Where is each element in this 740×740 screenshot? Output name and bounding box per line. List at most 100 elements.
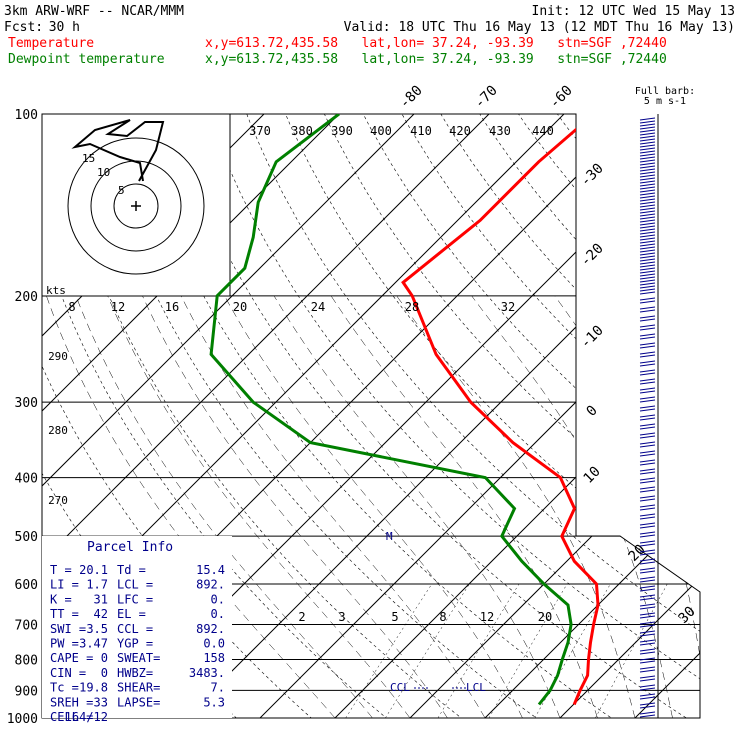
parcel-info-cell: CELL = bbox=[50, 710, 93, 724]
wind-barb bbox=[639, 711, 656, 715]
wind-barb bbox=[639, 267, 656, 271]
wind-barb bbox=[639, 675, 656, 679]
moist-adiabat bbox=[554, 295, 700, 718]
fcst-label: Fcst: bbox=[4, 20, 43, 35]
wind-barb bbox=[639, 147, 656, 151]
wind-barb bbox=[639, 132, 656, 136]
wind-barb bbox=[639, 264, 656, 268]
parcel-info-cell: CIN = bbox=[50, 666, 86, 680]
wind-barb bbox=[639, 192, 656, 196]
wind-barb bbox=[639, 141, 656, 145]
isotherm-label-40: 40 bbox=[704, 0, 721, 4]
wind-barb bbox=[639, 186, 656, 190]
wind-barb bbox=[639, 270, 656, 274]
wind-barb bbox=[639, 246, 656, 250]
parcel-info-cell: 1.7 bbox=[86, 578, 108, 592]
parcel-info-cell: YGP = bbox=[117, 637, 153, 651]
wind-barb bbox=[639, 162, 656, 166]
wind-barb bbox=[639, 258, 656, 262]
dry-adiabat bbox=[122, 114, 631, 718]
wind-barb bbox=[639, 540, 656, 544]
mixing-ratio-label: 5 bbox=[391, 610, 398, 624]
isotherm bbox=[184, 114, 700, 718]
dry-adiabat bbox=[160, 114, 700, 718]
parcel-info-cell: Td = bbox=[117, 563, 146, 577]
wind-barb bbox=[639, 558, 656, 562]
ring-label-5: 5 bbox=[118, 184, 125, 197]
parcel-info-cell: 42 bbox=[94, 607, 108, 621]
parcel-info-cell: 164/12 bbox=[65, 710, 108, 724]
wind-barb bbox=[639, 333, 656, 337]
wind-barb bbox=[639, 129, 656, 133]
wind-barb bbox=[639, 561, 656, 565]
wind-barb bbox=[639, 612, 656, 616]
wind-barb bbox=[639, 207, 656, 211]
wind-barb bbox=[639, 138, 656, 142]
parcel-info-cell: 0 bbox=[101, 666, 108, 680]
isotherm-label--10: -10 bbox=[578, 323, 607, 352]
mixing-ratio-label: 2 bbox=[298, 610, 305, 624]
pressure-label-800: 800 bbox=[15, 653, 38, 668]
wind-barb bbox=[639, 174, 656, 178]
wind-barb bbox=[639, 687, 656, 691]
mixing-ratio-line bbox=[385, 583, 470, 718]
mixing-ratio-label: 20 bbox=[538, 610, 552, 624]
wind-barb bbox=[639, 171, 656, 175]
theta-e-label: 400 bbox=[370, 124, 392, 138]
wind-barb bbox=[639, 471, 656, 475]
wind-barb bbox=[639, 414, 656, 418]
theta-e-label: 370 bbox=[249, 124, 271, 138]
wind-barb bbox=[639, 504, 656, 508]
wind-barb bbox=[639, 624, 656, 628]
hodograph-units: kts bbox=[46, 284, 66, 297]
dry-adiabat-label: 280 bbox=[48, 424, 68, 437]
wind-barb bbox=[639, 570, 656, 574]
ring-label-10: 10 bbox=[97, 166, 110, 179]
wind-barb bbox=[639, 666, 656, 670]
wind-barb bbox=[639, 516, 656, 520]
pressure-label-700: 700 bbox=[15, 618, 38, 633]
hodograph-speed-label: 20 bbox=[233, 300, 247, 314]
wind-barb bbox=[639, 543, 656, 547]
dry-adiabat bbox=[198, 114, 700, 718]
wind-barb bbox=[639, 273, 656, 277]
pressure-label-1000: 1000 bbox=[7, 712, 38, 727]
wind-barb bbox=[639, 576, 656, 580]
theta-e-label: 420 bbox=[449, 124, 471, 138]
parcel-info-cell: K = bbox=[50, 592, 72, 606]
wind-barb bbox=[639, 201, 656, 205]
wind-barb bbox=[639, 480, 656, 484]
wind-barb bbox=[639, 630, 656, 634]
pressure-label-400: 400 bbox=[15, 472, 38, 487]
parcel-info-cell: 3483. bbox=[189, 666, 225, 680]
dry-adiabat bbox=[47, 114, 479, 718]
hodograph-speed-label: 16 bbox=[165, 300, 179, 314]
wind-barb bbox=[639, 276, 656, 280]
wind-barb bbox=[639, 351, 656, 355]
wind-barb bbox=[639, 255, 656, 259]
parcel-info-cell: 19.8 bbox=[79, 681, 108, 695]
wind-barb bbox=[639, 126, 656, 130]
wind-barb bbox=[639, 507, 656, 511]
wind-barb bbox=[639, 387, 656, 391]
ccl-marker: CCL bbox=[390, 681, 410, 694]
parcel-info-cell: LFC = bbox=[117, 592, 153, 606]
parcel-info-cell: Tc = bbox=[50, 681, 79, 695]
dry-adiabat bbox=[311, 114, 700, 718]
wind-barb bbox=[639, 705, 656, 709]
wind-barb bbox=[639, 399, 656, 403]
wind-barb bbox=[639, 381, 656, 385]
wind-barb bbox=[639, 579, 656, 583]
isotherm-label--60: -60 bbox=[547, 83, 576, 112]
wind-barb bbox=[639, 642, 656, 646]
fcst-value: 30 h bbox=[49, 20, 80, 35]
wind-barb bbox=[639, 345, 656, 349]
parcel-info-cell: 20.1 bbox=[79, 563, 108, 577]
wind-barb bbox=[639, 261, 656, 265]
isotherm bbox=[710, 55, 740, 718]
dry-adiabat-label: 270 bbox=[48, 494, 68, 507]
wind-barb bbox=[639, 648, 656, 652]
wind-barb bbox=[639, 219, 656, 223]
temperature-profile bbox=[401, 114, 600, 706]
